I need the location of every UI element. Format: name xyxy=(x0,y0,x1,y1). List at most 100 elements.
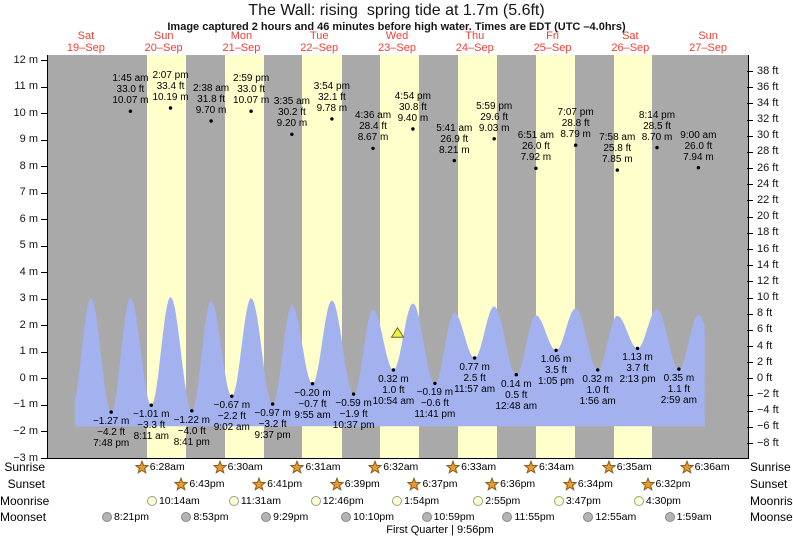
annotation-line: 5:41 am xyxy=(436,122,473,134)
y-axis-right-label: 32 ft xyxy=(757,113,779,126)
annotation-line: −1.9 ft xyxy=(339,409,368,421)
y-axis-right-tick xyxy=(747,232,753,234)
annotation-line: 3.7 ft xyxy=(626,363,649,375)
annotation-line: 31.8 ft xyxy=(197,94,225,106)
y-axis-right-label: 26 ft xyxy=(757,161,779,174)
moonrise-marker: 11:31am xyxy=(228,494,281,508)
row-label-sunrise: Sunrise xyxy=(4,460,45,474)
annotation-line: 9.20 m xyxy=(276,118,308,130)
tide-annotation: 1.13 m 3.7 ft 2:13 pm xyxy=(593,352,683,385)
annotation-line: 1.0 ft xyxy=(382,384,405,396)
annotation-line: 4:54 pm xyxy=(394,90,431,102)
star-shape xyxy=(679,460,694,474)
y-axis-left-label: 7 m xyxy=(19,186,38,199)
y-axis-left-tick xyxy=(41,192,47,194)
annotation-line: −0.59 m xyxy=(335,398,372,410)
sunset-icon xyxy=(174,477,189,491)
y-axis-right-tick xyxy=(747,443,753,445)
day-date: 22–Sep xyxy=(300,41,339,54)
y-axis-left-tick xyxy=(41,60,47,61)
sunset-marker: 6:32pm xyxy=(640,477,691,491)
y-axis-right-label: −2 ft xyxy=(757,388,779,401)
y-axis-left-label: −2 m xyxy=(13,424,38,437)
annotation-line: 29.6 ft xyxy=(480,111,509,123)
moonset-icon xyxy=(583,512,594,522)
row-label-moonrise: Moonrise xyxy=(0,493,50,508)
y-axis-left-label: 5 m xyxy=(19,239,38,252)
y-axis-right-tick xyxy=(747,135,753,137)
moonset-icon xyxy=(181,512,192,522)
moonset-icon xyxy=(341,512,352,522)
tide-annotation: 3:35 am 30.2 ft 9.20 m xyxy=(247,96,337,129)
sunrise-time: 6:34am xyxy=(538,461,574,473)
y-axis-left-label: 11 m xyxy=(14,80,38,93)
annotation-line: 30.8 ft xyxy=(398,101,427,113)
annotation-line: 9.03 m xyxy=(478,122,510,134)
tide-annotation: 0.35 m 1.1 ft 2:59 am xyxy=(634,373,724,406)
sunrise-marker: 6:33am xyxy=(446,460,496,474)
moonset-icon xyxy=(502,512,513,522)
annotation-line: 10.19 m xyxy=(152,92,189,104)
moonrise-icon xyxy=(310,495,321,506)
y-axis-left-tick xyxy=(41,431,47,433)
y-axis-left-label: 0 m xyxy=(19,371,38,384)
y-axis-left-label: 3 m xyxy=(19,292,38,305)
y-axis-right-tick xyxy=(747,151,753,153)
annotation-line: 10.07 m xyxy=(233,95,270,107)
day-date: 20–Sep xyxy=(144,41,183,54)
y-axis-right-tick xyxy=(747,200,753,202)
y-axis-right-label: −8 ft xyxy=(757,436,779,449)
y-axis-right-tick xyxy=(747,216,753,218)
y-axis-right-label: 38 ft xyxy=(757,64,779,77)
annotation-line: 8:14 pm xyxy=(638,109,676,121)
annotation-line: 33.0 ft xyxy=(237,84,266,96)
annotation-line: 8.70 m xyxy=(641,131,673,143)
moon-phase-footer: First Quarter | 9:56pm xyxy=(386,524,494,536)
sunset-marker: 6:39pm xyxy=(329,477,380,491)
star-shape xyxy=(523,460,538,474)
day-name: Mon xyxy=(230,30,253,42)
moonrise-marker: 3:47pm xyxy=(553,494,601,508)
annotation-line: 8:11 am xyxy=(133,431,169,443)
moonrise-time: 12:46pm xyxy=(322,494,364,507)
annotation-line: 3.5 ft xyxy=(544,365,568,377)
moonset-time: 10:10pm xyxy=(353,511,395,523)
page-subtitle: Image captured 2 hours and 46 minutes be… xyxy=(167,21,626,33)
star-shape xyxy=(212,460,227,474)
star-shape xyxy=(134,460,149,474)
y-axis-right-label: 20 ft xyxy=(757,210,779,223)
y-axis-right-label: 22 ft xyxy=(757,193,779,206)
sunset-time: 6:39pm xyxy=(344,478,380,490)
moonrise-icon xyxy=(228,495,239,506)
moonrise-marker: 4:30pm xyxy=(633,494,681,508)
moonrise-marker: 1:54pm xyxy=(392,494,439,508)
y-axis-left-label: 2 m xyxy=(19,318,38,331)
y-axis-left-tick xyxy=(41,272,47,274)
y-axis-left-label: −1 m xyxy=(13,398,38,411)
sunset-icon xyxy=(562,477,577,491)
y-axis-right-tick xyxy=(747,184,753,186)
moonrise-time: 4:30pm xyxy=(645,494,681,507)
y-axis-left-label: 9 m xyxy=(19,133,38,146)
y-axis-right-tick xyxy=(747,71,753,73)
annotation-line: 0.32 m xyxy=(378,373,409,385)
sunrise-marker: 6:35am xyxy=(601,460,652,474)
y-axis-left-label: 4 m xyxy=(19,265,38,278)
tide-annotation: 6:51 am 26.0 ft 7.92 m xyxy=(491,130,581,163)
star-shape xyxy=(446,460,461,474)
annotation-line: 1:45 am xyxy=(112,73,149,85)
annotation-line: 9.78 m xyxy=(316,102,348,114)
y-axis-right-label: 12 ft xyxy=(757,274,779,287)
sunrise-marker: 6:28am xyxy=(134,460,185,474)
annotation-line: 9:37 pm xyxy=(254,430,291,442)
y-axis-right-tick xyxy=(747,313,753,315)
sunrise-icon xyxy=(212,460,227,474)
sunset-icon xyxy=(407,477,422,491)
sunset-time: 6:37pm xyxy=(422,478,458,490)
row-label-moonset: Moonset xyxy=(0,510,47,524)
tide-annotation: −0.67 m −2.2 ft 9:02 am xyxy=(187,400,277,433)
moonrise-icon xyxy=(473,495,484,506)
annotation-line: 1:56 am xyxy=(579,395,616,407)
y-axis-left-tick xyxy=(41,404,47,406)
annotation-line: 11:57 am xyxy=(454,383,496,395)
